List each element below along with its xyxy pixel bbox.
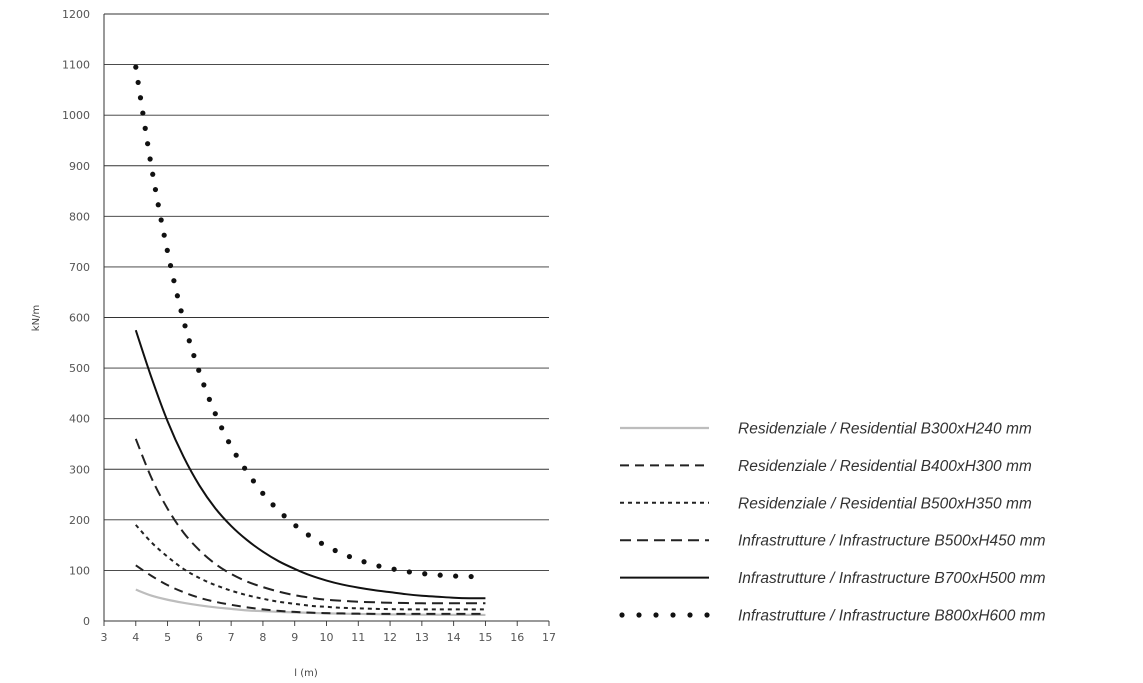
x-tick-label: 7	[228, 631, 235, 644]
legend-label: Residenziale / Residential B400xH300 mm	[738, 458, 1032, 475]
series-6-point	[158, 217, 164, 223]
series-6-point	[233, 452, 239, 458]
series-6-point	[140, 110, 146, 116]
series-6-point	[242, 465, 248, 471]
series-6-point	[376, 563, 382, 569]
series-6-point	[250, 478, 256, 484]
x-tick-label: 16	[510, 631, 524, 644]
x-tick-label: 15	[478, 631, 492, 644]
x-tick-label: 8	[259, 631, 266, 644]
series-6-point	[164, 247, 170, 253]
series-6-point	[137, 95, 144, 101]
legend-label: Infrastrutture / Infrastructure B800xH60…	[738, 608, 1046, 625]
series-6-point	[437, 572, 443, 578]
y-tick-label: 500	[69, 362, 90, 375]
y-tick-label: 1100	[62, 59, 90, 72]
series-6-point	[145, 141, 151, 147]
y-tick-label: 700	[69, 261, 90, 274]
series-6-point	[391, 566, 397, 572]
series-6-point	[406, 569, 412, 575]
series-6-point	[270, 502, 276, 508]
series-6-point	[361, 559, 367, 565]
series-6-point	[135, 79, 141, 86]
x-tick-label: 14	[447, 631, 461, 644]
series-6-point	[281, 513, 287, 519]
series-6-point	[201, 382, 207, 388]
series-6-point	[161, 232, 167, 238]
x-tick-label: 10	[320, 631, 334, 644]
x-tick-label: 13	[415, 631, 429, 644]
legend-swatch-dot	[636, 612, 642, 618]
series-6-point	[196, 367, 202, 373]
series-6-guide	[136, 67, 486, 577]
series-6-point	[422, 571, 428, 577]
legend-swatch-dot	[670, 612, 676, 618]
series-6-point	[142, 125, 148, 131]
x-tick-label: 9	[291, 631, 298, 644]
legend-label: Infrastrutture / Infrastructure B700xH50…	[738, 570, 1046, 587]
series-5-line	[134, 329, 486, 600]
series-6-point	[186, 338, 192, 344]
series-6-point	[178, 308, 184, 314]
axes	[103, 14, 550, 626]
series-4-line	[134, 438, 486, 605]
x-tick-label: 11	[351, 631, 365, 644]
series-6-point	[171, 278, 177, 284]
series-6-point	[260, 490, 266, 496]
series-3-line	[135, 524, 486, 611]
series-6-point	[152, 186, 159, 193]
series-6-point	[191, 352, 197, 359]
legend-swatch-dot	[653, 612, 659, 618]
series-6-point	[174, 293, 180, 299]
series-6-point	[293, 523, 299, 529]
series-6-point	[305, 532, 311, 538]
legend-label: Residenziale / Residential B500xH350 mm	[738, 495, 1032, 512]
y-tick-label: 1200	[62, 8, 90, 21]
series-6-point	[468, 573, 474, 580]
legend-label: Infrastrutture / Infrastructure B500xH45…	[738, 533, 1046, 550]
legend-swatch-dot	[687, 612, 693, 618]
legend: Residenziale / Residential B300xH240 mm R…	[619, 421, 1046, 625]
series-6-point	[167, 262, 174, 269]
x-tick-label: 3	[101, 631, 108, 644]
y-tick-label: 200	[69, 514, 90, 527]
series-6-point	[346, 553, 353, 560]
y-tick-label: 0	[83, 615, 90, 628]
series-6-point	[206, 396, 212, 402]
legend-swatch-dot	[704, 612, 710, 618]
x-tick-label: 6	[196, 631, 203, 644]
series-6-point	[155, 202, 161, 208]
legend-label: Residenziale / Residential B300xH240 mm	[738, 421, 1032, 438]
grid-lines	[104, 13, 549, 571]
series-6-point	[150, 171, 156, 177]
y-tick-label: 600	[69, 312, 90, 325]
y-tick-label: 100	[69, 564, 90, 577]
series-6-point	[147, 156, 153, 162]
series-6-point	[225, 439, 232, 445]
series-6-point	[219, 425, 225, 431]
series-6-point	[133, 64, 139, 70]
y-tick-label: 1000	[62, 109, 90, 122]
series-group	[133, 64, 486, 617]
x-tick-label: 17	[542, 631, 556, 644]
x-tick-label: 5	[164, 631, 171, 644]
y-tick-label: 300	[69, 463, 90, 476]
series-6-point	[212, 411, 218, 417]
series-2-line	[135, 564, 486, 615]
series-6-point	[332, 547, 338, 554]
y-axis-title: kN/m	[31, 305, 42, 331]
y-tick-label: 400	[69, 413, 90, 426]
y-tick-label: 800	[69, 210, 90, 223]
series-1-line	[135, 588, 486, 617]
series-6-point	[182, 323, 188, 329]
tick-labels: 0 100 200 300 400 500 600 700 800 900 1000 1100 1200…	[62, 8, 556, 644]
y-tick-label: 900	[69, 160, 90, 173]
x-tick-label: 12	[383, 631, 397, 644]
series-6-point	[453, 573, 459, 579]
x-axis-title: l (m)	[294, 668, 318, 679]
series-6-point	[318, 540, 325, 546]
x-tick-label: 4	[132, 631, 139, 644]
legend-swatch-dot	[619, 612, 625, 618]
